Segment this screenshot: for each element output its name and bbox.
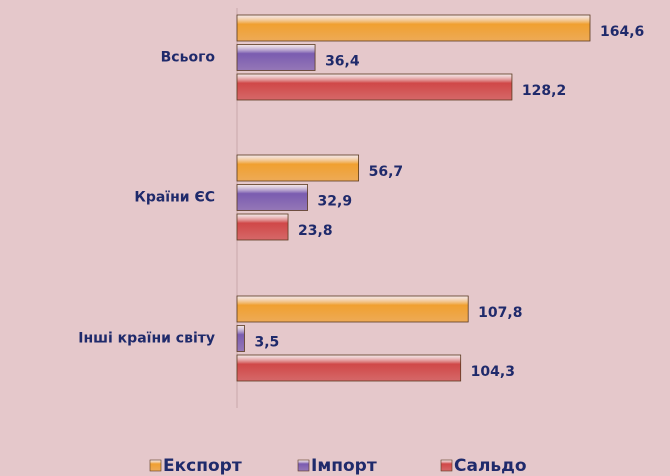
data-label: 107,8 [478,305,522,321]
category-label: Країни ЄС [134,190,215,206]
data-label: 32,9 [318,193,353,209]
bar [236,154,359,182]
bar [236,325,245,352]
category-label: Всього [161,50,216,66]
bar [236,354,462,382]
legend-label: Імпорт [311,456,377,476]
bar [236,184,308,211]
data-label: 36,4 [325,53,360,69]
bar [236,44,316,71]
legend-marker [149,459,162,472]
data-label: 104,3 [471,364,515,380]
legend-marker [297,459,310,472]
data-label: 128,2 [522,83,566,99]
data-label: 23,8 [298,223,333,239]
bar [236,73,513,101]
bar [236,14,591,42]
data-label: 56,7 [369,164,404,180]
legend-label: Сальдо [454,456,527,476]
legend-label: Експорт [163,456,242,476]
data-label: 3,5 [255,334,280,350]
category-label: Інші країни світу [78,331,215,347]
bar [236,213,289,241]
bar [236,295,469,323]
legend-marker [440,459,453,472]
data-label: 164,6 [600,24,644,40]
